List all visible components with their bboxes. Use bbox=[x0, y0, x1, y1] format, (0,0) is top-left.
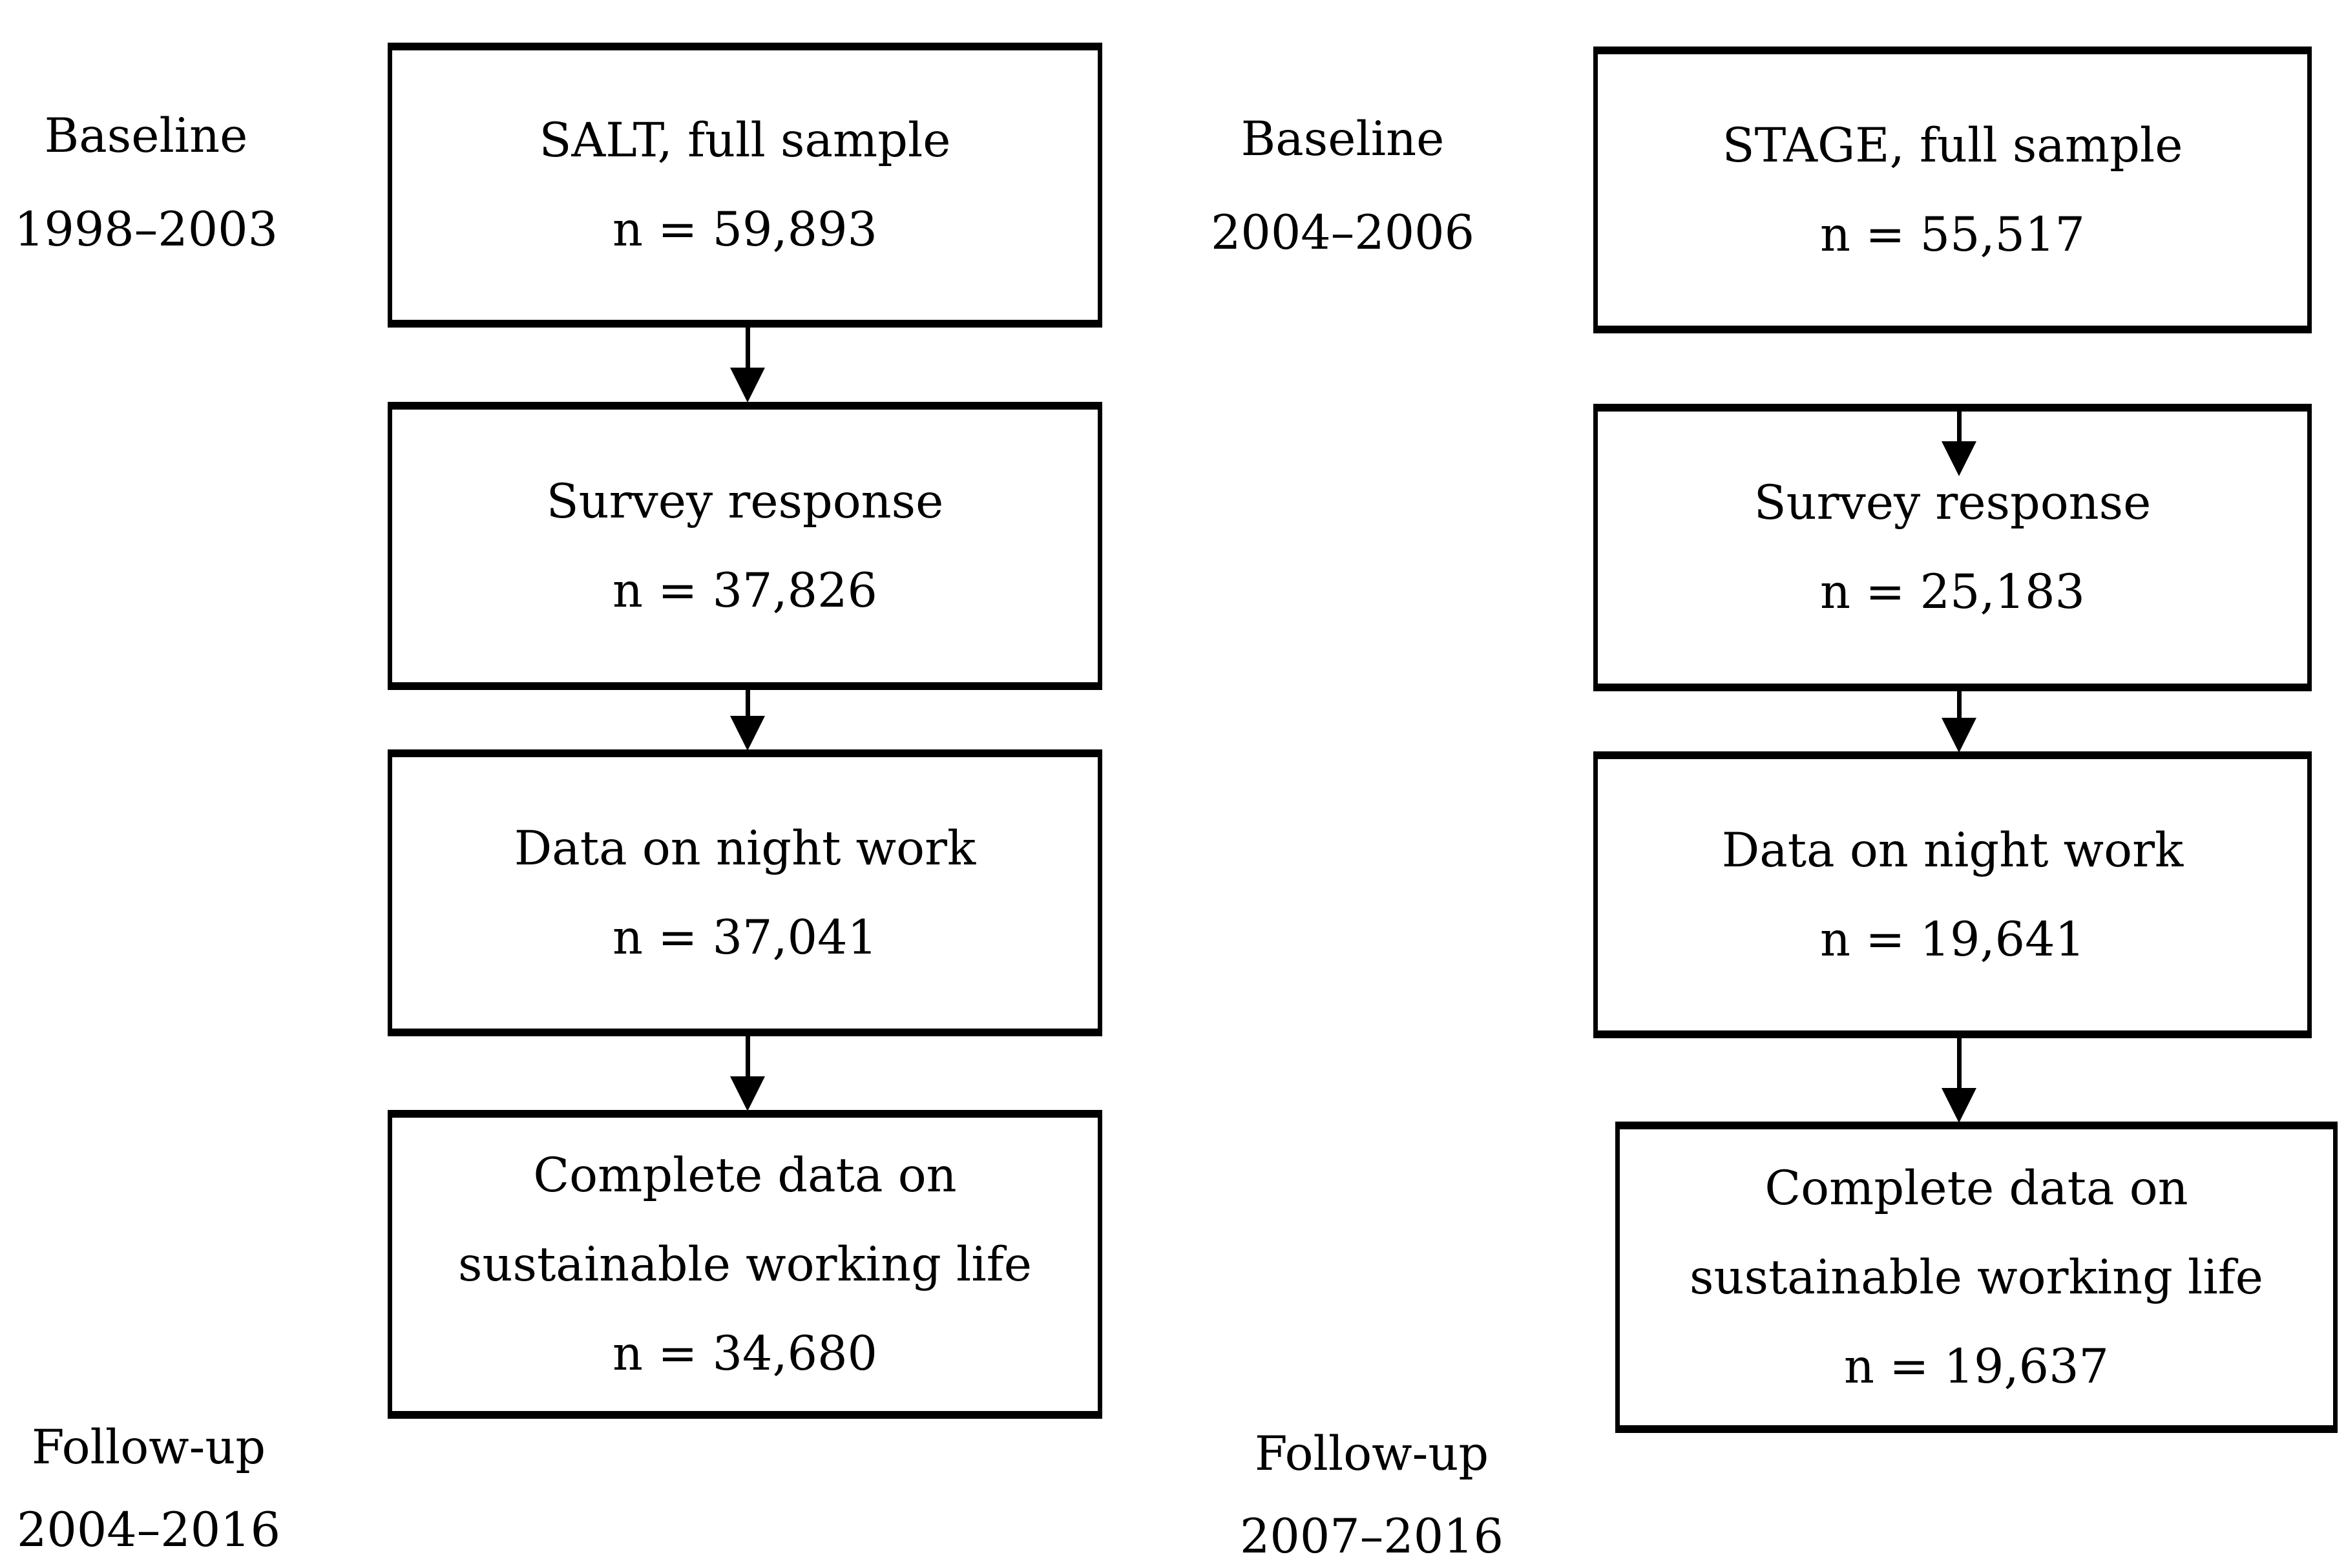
box-text-line: sustainable working life bbox=[1690, 1249, 2263, 1305]
down-arrow-icon bbox=[1942, 1088, 1976, 1123]
label-line: Follow-up bbox=[1254, 1427, 1489, 1481]
flow-arrow-down bbox=[1942, 690, 1976, 753]
salt-baseline-label: Baseline 1998–2003 bbox=[14, 109, 278, 257]
label-line: 2004–2006 bbox=[1210, 205, 1475, 260]
flow-arrow-down bbox=[730, 1035, 765, 1111]
down-arrow-icon bbox=[1942, 441, 1976, 476]
arrow-shaft bbox=[745, 689, 750, 716]
arrow-shaft bbox=[745, 1035, 750, 1076]
box-text-line: sustainable working life bbox=[458, 1237, 1032, 1292]
down-arrow-icon bbox=[730, 1076, 765, 1111]
box-text-line: n = 59,893 bbox=[612, 202, 878, 257]
box-text-line: Survey response bbox=[546, 474, 944, 529]
arrow-shaft bbox=[1956, 1037, 1962, 1088]
down-arrow-icon bbox=[730, 716, 765, 751]
box-text-line: n = 37,041 bbox=[612, 910, 878, 965]
flow-box-salt-survey-response: Survey response n = 37,826 bbox=[388, 402, 1102, 690]
arrow-shaft bbox=[745, 326, 750, 368]
box-text-line: Complete data on bbox=[1765, 1160, 2188, 1216]
label-line: Baseline bbox=[1241, 112, 1445, 167]
box-text-line: n = 34,680 bbox=[612, 1326, 878, 1381]
stage-followup-label: Follow-up 2007–2016 bbox=[1233, 1430, 1511, 1560]
flow-arrow-down bbox=[730, 689, 765, 751]
down-arrow-icon bbox=[730, 368, 765, 402]
flow-box-salt-night-work: Data on night work n = 37,041 bbox=[388, 749, 1102, 1036]
box-text-line: Survey response bbox=[1754, 476, 2152, 530]
flow-box-stage-night-work: Data on night work n = 19,641 bbox=[1593, 751, 2312, 1038]
box-text-line: Complete data on bbox=[533, 1147, 957, 1203]
label-line: 1998–2003 bbox=[14, 202, 278, 257]
label-line: Follow-up bbox=[31, 1420, 266, 1475]
arrow-shaft bbox=[1956, 404, 1962, 441]
box-text-line: STAGE, full sample bbox=[1722, 118, 2183, 173]
salt-followup-label: Follow-up 2004–2016 bbox=[13, 1424, 284, 1554]
box-text-line: n = 55,517 bbox=[1819, 207, 2086, 262]
down-arrow-icon bbox=[1942, 718, 1976, 753]
label-line: 2007–2016 bbox=[1239, 1509, 1504, 1564]
label-line: 2004–2016 bbox=[16, 1503, 281, 1558]
flow-box-stage-complete-data: Complete data on sustainable working lif… bbox=[1615, 1122, 2338, 1433]
box-text-line: n = 25,183 bbox=[1819, 565, 2086, 620]
flow-arrow-down bbox=[730, 326, 765, 402]
box-text-line: SALT, full sample bbox=[539, 113, 951, 168]
flow-arrow-down bbox=[1942, 1037, 1976, 1123]
flow-arrow-down bbox=[1942, 404, 1976, 476]
box-text-line: n = 19,637 bbox=[1843, 1339, 2110, 1394]
box-text-line: Data on night work bbox=[1721, 822, 2184, 878]
flow-box-stage-full-sample: STAGE, full sample n = 55,517 bbox=[1593, 47, 2312, 333]
box-text-line: Data on night work bbox=[514, 821, 976, 876]
box-text-line: n = 37,826 bbox=[612, 563, 878, 618]
stage-baseline-label: Baseline 2004–2006 bbox=[1210, 112, 1475, 260]
flow-box-salt-complete-data: Complete data on sustainable working lif… bbox=[388, 1110, 1102, 1419]
arrow-shaft bbox=[1956, 690, 1962, 718]
label-line: Baseline bbox=[44, 109, 248, 163]
flow-box-salt-full-sample: SALT, full sample n = 59,893 bbox=[388, 43, 1102, 328]
box-text-line: n = 19,641 bbox=[1819, 912, 2086, 967]
